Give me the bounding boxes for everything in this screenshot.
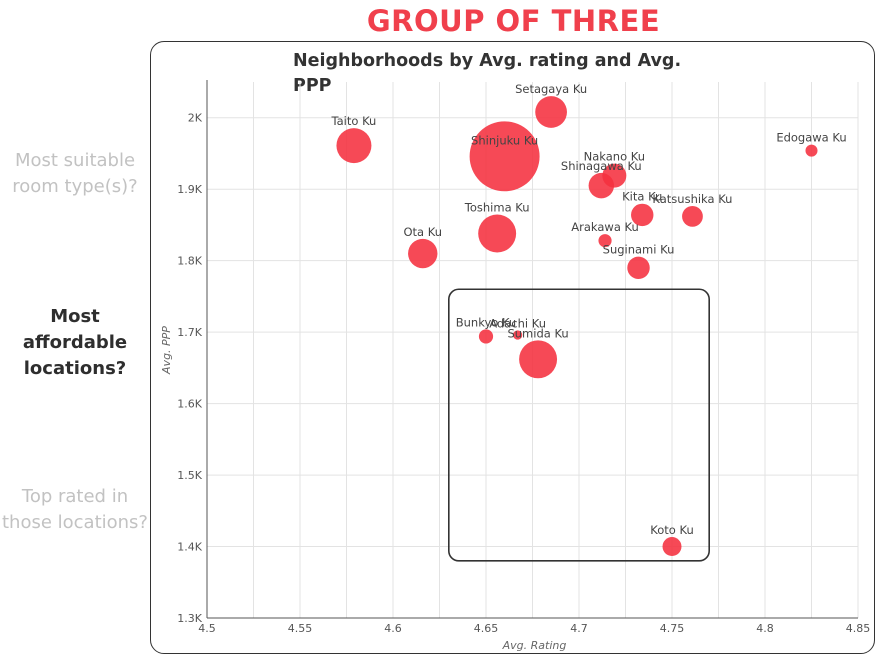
data-point-label: Arakawa Ku [571,220,639,234]
data-point [469,121,540,192]
y-tick-label: 1.3K [177,612,202,625]
data-point [662,537,682,557]
x-tick-label: 4.85 [846,622,871,635]
data-point-label: Shinjuku Ku [471,133,538,147]
data-point [627,256,650,280]
data-point-label: Suginami Ku [603,243,675,257]
question-affordable-locations[interactable]: Most affordable locations? [22,306,128,379]
y-tick-label: 1.5K [177,469,202,482]
chart-frame [150,41,875,654]
data-point [336,128,372,164]
y-tick-label: 1.6K [177,398,202,411]
data-point [602,163,627,188]
y-tick-label: 1.9K [177,183,202,196]
data-point [805,144,818,157]
data-point [512,330,523,340]
data-point-label: Edogawa Ku [776,131,846,145]
data-point-label: Ota Ku [403,225,442,239]
data-point-label: Kita Ku [622,190,662,204]
x-tick-label: 4.6 [384,622,402,635]
x-tick-label: 4.5 [198,622,216,635]
data-point-label: Katsushika Ku [652,192,732,206]
question-room-types[interactable]: Most suitable room type(s)? [12,150,138,197]
y-axis-title: Avg. PPP [160,326,173,375]
chart-title: Neighborhoods by Avg. rating and Avg. PP… [293,51,682,96]
x-tick-label: 4.75 [660,622,685,635]
x-tick-label: 4.55 [288,622,313,635]
y-tick-label: 2K [188,112,203,125]
data-point [535,96,567,128]
data-point-label: Shinagawa Ku [561,159,642,173]
x-tick-label: 4.65 [474,622,499,635]
data-point-label: Taito Ku [331,114,377,128]
data-point [478,329,494,344]
y-tick-label: 1.8K [177,255,202,268]
question-top-rated[interactable]: Top rated in those locations? [1,486,148,533]
data-point [408,238,438,269]
data-point-label: Adachi Ku [489,316,546,330]
page-title: GROUP OF THREE [366,4,661,38]
y-tick-label: 1.7K [177,326,202,339]
y-tick-label: 1.4K [177,541,202,554]
data-point-label: Koto Ku [650,523,693,537]
data-point [598,234,612,248]
x-tick-label: 4.8 [756,622,774,635]
highlight-box [447,288,710,562]
data-point [631,203,654,227]
data-point-label: Bunkyo Ku [456,315,516,329]
data-point [682,205,703,227]
data-point-label: Toshima Ku [464,201,530,215]
data-point [478,214,517,253]
data-point-label: Setagaya Ku [515,82,587,96]
data-point-label: Sumida Ku [507,326,568,340]
data-point-label: Nakano Ku [584,150,645,164]
x-tick-label: 4.7 [570,622,588,635]
data-point [519,340,558,379]
x-axis-title: Avg. Rating [502,639,567,652]
